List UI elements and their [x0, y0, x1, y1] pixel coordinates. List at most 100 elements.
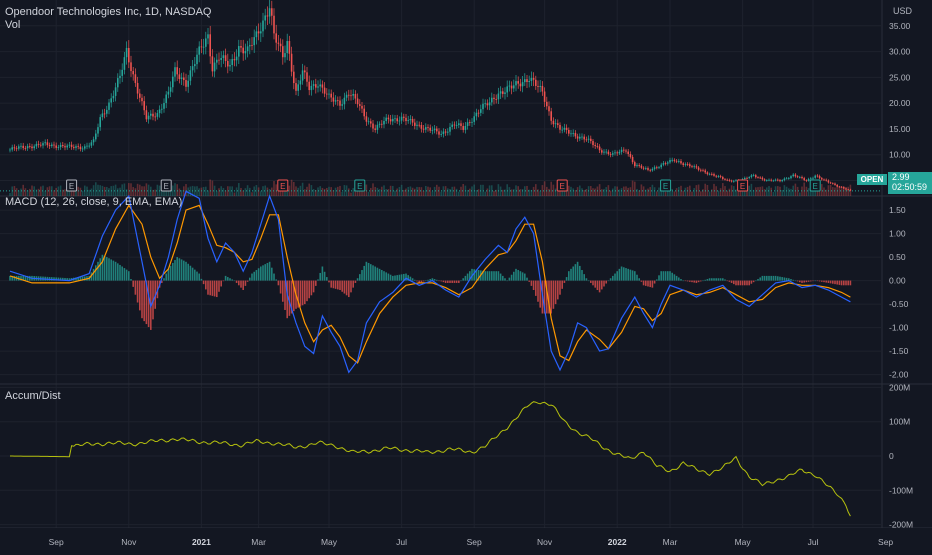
macd-histogram-bar	[222, 280, 225, 282]
macd-histogram-bar	[612, 275, 614, 281]
macd-histogram-bar	[383, 271, 385, 281]
volume-bar	[664, 191, 667, 196]
candle-body	[568, 129, 570, 134]
macd-histogram-bar	[658, 275, 660, 281]
volume-bar	[532, 186, 535, 196]
macd-histogram-bar	[328, 280, 330, 283]
volume-bar	[548, 188, 550, 196]
macd-histogram-bar	[66, 278, 68, 281]
candle-body	[317, 86, 319, 88]
candle-body	[499, 91, 502, 94]
volume-bar	[334, 187, 337, 196]
macd-histogram-bar	[290, 280, 293, 314]
candle-body	[748, 177, 750, 179]
price-tick-label: 25.00	[889, 72, 911, 82]
volume-bar	[504, 189, 506, 196]
candle-body	[178, 74, 181, 79]
volume-bar	[433, 186, 436, 196]
volume-bar	[620, 188, 623, 196]
macd-histogram-bar	[524, 273, 526, 281]
macd-histogram-bar	[488, 271, 491, 281]
candle-body	[194, 64, 196, 67]
candle-body	[697, 167, 700, 170]
candle-body	[224, 55, 227, 61]
macd-histogram-bar	[174, 260, 176, 281]
macd-histogram-bar	[673, 274, 676, 281]
candle-body	[453, 124, 456, 126]
candle-body	[565, 127, 568, 130]
volume-bar	[90, 188, 93, 196]
macd-histogram-bar	[106, 257, 108, 281]
volume-bar	[130, 183, 132, 196]
candle-body	[198, 46, 200, 55]
macd-histogram-bar	[411, 278, 414, 281]
volume-bar	[119, 187, 121, 196]
macd-histogram-bar	[552, 280, 555, 309]
candle-body	[794, 174, 797, 177]
volume-bar	[216, 191, 218, 196]
volume-bar	[15, 188, 18, 196]
macd-histogram-bar	[502, 275, 504, 281]
volume-bar	[147, 184, 150, 196]
macd-histogram-bar	[596, 280, 599, 290]
candle-body	[585, 139, 588, 141]
macd-histogram-bar	[812, 280, 814, 282]
macd-histogram-bar	[352, 280, 354, 288]
macd-histogram-bar	[227, 277, 229, 281]
macd-histogram-bar	[363, 265, 365, 281]
macd-histogram-bar	[770, 275, 772, 281]
volume-bar	[370, 187, 372, 196]
candle-body	[55, 145, 57, 148]
macd-histogram-bar	[462, 278, 464, 281]
volume-bar	[154, 189, 156, 196]
macd-histogram-bar	[163, 278, 165, 281]
macd-histogram-bar	[706, 279, 709, 281]
candle-body	[77, 146, 79, 148]
macd-histogram-bar	[53, 277, 55, 281]
macd-histogram-bar	[579, 265, 581, 281]
earnings-marker	[354, 179, 366, 192]
macd-histogram-bar	[660, 271, 662, 281]
candle-body	[343, 97, 346, 105]
candle-body	[574, 133, 577, 137]
macd-histogram-bar	[458, 280, 460, 283]
volume-bar	[447, 188, 449, 196]
macd-histogram-bar	[392, 275, 394, 281]
macd-histogram-bar	[110, 259, 112, 281]
candle-body	[95, 133, 97, 140]
volume-bar	[409, 186, 412, 196]
volume-bar	[785, 186, 788, 196]
candle-body	[191, 66, 194, 71]
macd-histogram-bar	[469, 271, 471, 281]
macd-histogram-bar	[13, 275, 16, 281]
candle-body	[427, 127, 429, 128]
macd-histogram-bar	[187, 263, 189, 281]
candle-body	[436, 128, 438, 132]
macd-histogram-bar	[717, 278, 720, 281]
candle-body	[755, 175, 757, 178]
candle-body	[792, 174, 794, 177]
candle-body	[711, 173, 713, 175]
macd-histogram-bar	[702, 280, 704, 282]
macd-signal-line	[9, 204, 851, 364]
macd-histogram-bar	[680, 279, 682, 281]
candle-body	[352, 94, 354, 96]
candle-body	[462, 126, 464, 130]
volume-bar	[535, 184, 537, 196]
macd-histogram-bar	[618, 268, 621, 281]
candle-body	[449, 126, 451, 132]
volume-bar	[31, 185, 33, 196]
volume-bar	[341, 191, 343, 196]
volume-bar	[513, 189, 515, 196]
candle-body	[660, 164, 662, 168]
volume-bar	[227, 186, 229, 196]
macd-histogram-bar	[194, 269, 196, 281]
earnings-marker-label: E	[164, 182, 169, 191]
macd-histogram-bar	[464, 275, 467, 281]
candle-body	[821, 178, 823, 180]
candle-body	[363, 108, 365, 117]
volume-bar	[242, 190, 244, 196]
macd-histogram-bar	[55, 277, 57, 281]
volume-bar	[244, 188, 247, 196]
